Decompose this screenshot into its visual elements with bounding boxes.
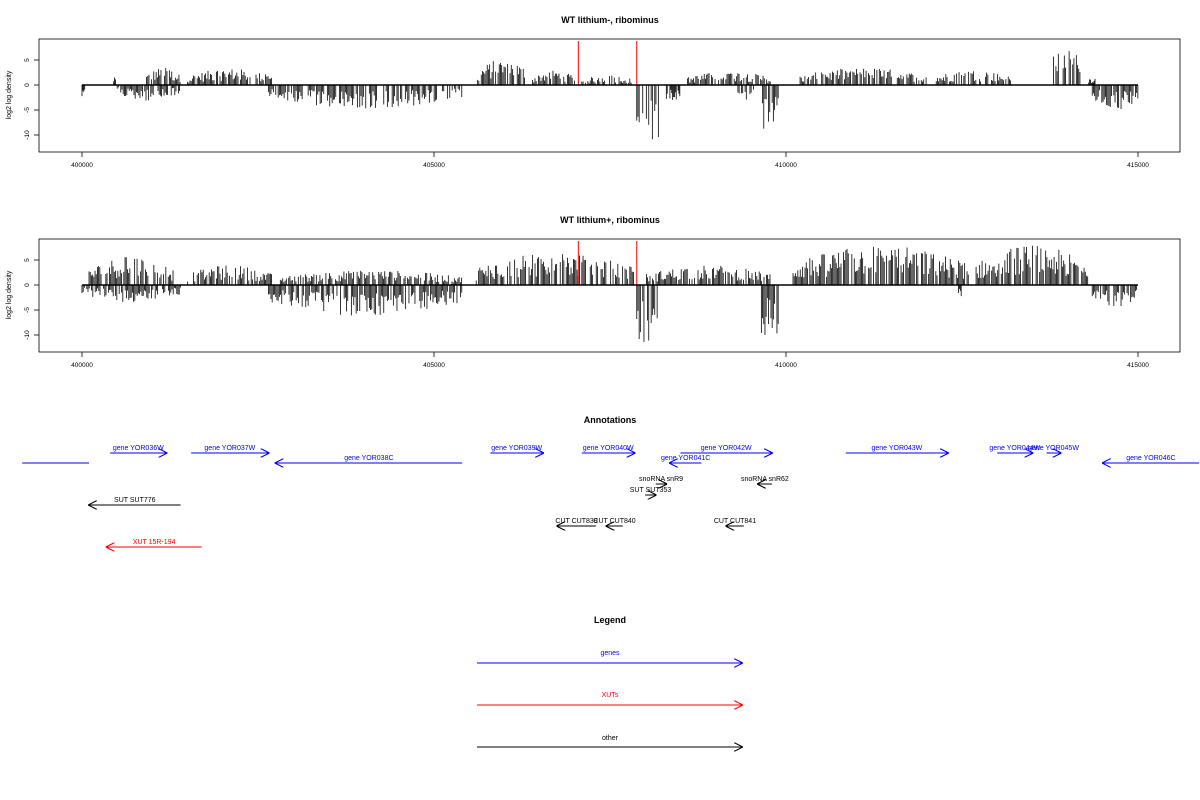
annotation-feature: gene YOR040W xyxy=(581,445,635,453)
feature-label: gene YOR038C xyxy=(344,455,393,462)
legend-item-xuts: XUTs xyxy=(477,692,742,705)
y-tick-label: 5 xyxy=(24,58,31,62)
legend-label: genes xyxy=(600,650,620,657)
annotation-feature: gene YOR038C xyxy=(276,455,463,463)
legend-label: XUTs xyxy=(602,692,619,699)
annotations-track: Annotations gene YOR036W gene YOR037Wgene… xyxy=(22,415,1199,547)
legend-item-genes: genes xyxy=(477,650,742,663)
annotation-feature: gene YOR044W xyxy=(989,445,1041,453)
y-tick-label: 0 xyxy=(24,283,31,287)
annotation-feature: CUT CUT841 xyxy=(714,518,756,526)
y-tick-label: 5 xyxy=(24,258,31,262)
annotation-feature: gene YOR039W xyxy=(490,445,543,453)
annotation-feature: SUT SUT353 xyxy=(630,487,672,495)
panel-title: WT lithium-, ribominus xyxy=(561,15,659,25)
x-tick-label: 410000 xyxy=(775,362,797,369)
annotation-feature: SUT SUT776 xyxy=(89,497,181,505)
y-axis-label: log2 log density xyxy=(6,270,13,319)
y-tick-label: 0 xyxy=(24,83,31,87)
legend-item-other: other xyxy=(477,735,742,747)
axes: 400000 405000 410000 415000 -10 -5 0 5 xyxy=(24,58,1149,169)
y-axis-label: log2 log density xyxy=(6,70,13,119)
axes: 400000 405000 410000 415000 -10 -5 0 5 xyxy=(24,258,1149,369)
annotation-feature: gene YOR041C xyxy=(661,455,710,463)
legend: Legend genes XUTs other xyxy=(477,615,742,747)
annotation-feature: gene YOR046C xyxy=(1103,455,1199,463)
feature-label: gene YOR037W xyxy=(204,445,255,452)
feature-label: snoRNA snR9 xyxy=(639,476,683,483)
annotation-feature: XUT 15R-194 xyxy=(107,539,202,547)
feature-label: gene YOR044W xyxy=(989,445,1040,452)
x-tick-label: 405000 xyxy=(423,162,445,169)
feature-label: gene YOR046C xyxy=(1126,455,1175,462)
x-tick-label: 415000 xyxy=(1127,362,1149,369)
feature-label: CUT CUT839 xyxy=(555,518,597,525)
y-tick-label: -5 xyxy=(24,107,31,113)
annotation-feature: gene YOR037W xyxy=(191,445,268,453)
feature-label: XUT 15R-194 xyxy=(133,539,176,546)
feature-label: gene YOR041C xyxy=(661,455,710,462)
plot-frame xyxy=(38,38,1181,153)
legend-label: other xyxy=(602,735,619,742)
x-tick-label: 400000 xyxy=(71,162,93,169)
y-tick-label: -10 xyxy=(24,130,31,140)
feature-label: snoRNA snR62 xyxy=(741,476,789,483)
x-tick-label: 410000 xyxy=(775,162,797,169)
feature-label: gene YOR042W xyxy=(701,445,752,452)
feature-label: SUT SUT776 xyxy=(114,497,156,504)
panel-title: WT lithium+, ribominus xyxy=(560,215,660,225)
annotation-feature: snoRNA snR62 xyxy=(741,476,789,484)
y-tick-label: -10 xyxy=(24,330,31,340)
annotation-feature: CUT CUT840 xyxy=(593,518,636,526)
bar-series xyxy=(81,41,1139,140)
annotation-feature: CUT CUT839 xyxy=(555,518,598,526)
feature-label: CUT CUT840 xyxy=(593,518,635,525)
annotations-title: Annotations xyxy=(584,415,637,425)
annotation-feature: gene YOR042W xyxy=(680,445,772,453)
annotation-feature: gene YOR045W xyxy=(1028,445,1079,453)
feature-label: gene YOR040W xyxy=(583,445,634,452)
legend-title: Legend xyxy=(594,615,626,625)
feature-label: gene YOR043W xyxy=(871,445,922,452)
x-tick-label: 405000 xyxy=(423,362,445,369)
track-panel-lithium-plus: WT lithium+, ribominus log2 log density … xyxy=(6,215,1181,369)
x-tick-label: 400000 xyxy=(71,362,93,369)
annotation-feature: gene YOR043W xyxy=(845,445,948,453)
annotation-feature: gene YOR036W xyxy=(110,445,166,453)
y-tick-label: -5 xyxy=(24,307,31,313)
bar-series xyxy=(81,241,1138,342)
feature-label: SUT SUT353 xyxy=(630,487,672,494)
feature-label: CUT CUT841 xyxy=(714,518,756,525)
feature-label: gene YOR039W xyxy=(491,445,542,452)
annotation-feature: snoRNA snR9 xyxy=(639,476,683,484)
track-panel-lithium-minus: WT lithium-, ribominus log2 log density … xyxy=(6,15,1181,169)
x-tick-label: 415000 xyxy=(1127,162,1149,169)
plot-frame xyxy=(38,238,1181,353)
feature-label: gene YOR045W xyxy=(1028,445,1079,452)
feature-label: gene YOR036W xyxy=(113,445,164,452)
annotation-features: gene YOR036W gene YOR037W gene YOR038C gene… xyxy=(22,445,1199,547)
